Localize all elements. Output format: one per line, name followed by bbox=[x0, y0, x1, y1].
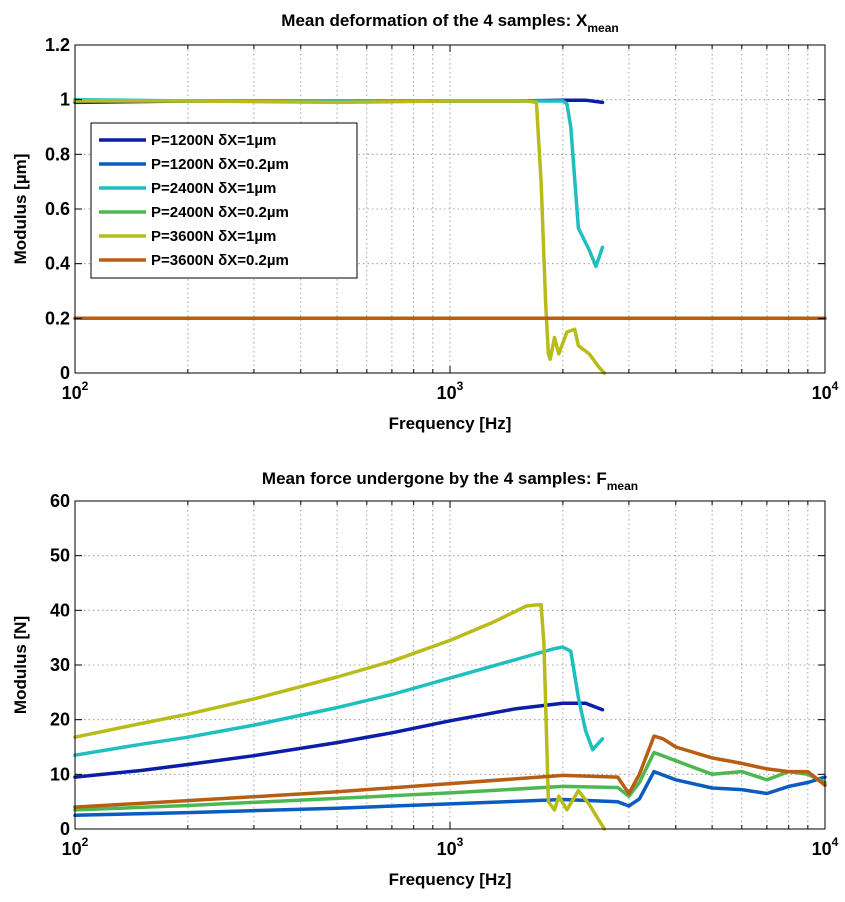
chart-title: Mean force undergone by the 4 samples: F… bbox=[262, 469, 638, 493]
y-tick-label: 0.6 bbox=[45, 199, 70, 219]
series-group bbox=[73, 603, 827, 831]
y-tick-label: 30 bbox=[50, 655, 70, 675]
y-tick-label: 1 bbox=[60, 90, 70, 110]
legend-label-1: P=1200N δX=1µm bbox=[151, 132, 276, 149]
legend-label-5: P=3600N δX=1µm bbox=[151, 228, 276, 245]
x-tick-label: 102 bbox=[62, 835, 89, 859]
y-axis-label: Modulus [N] bbox=[11, 616, 30, 714]
y-tick-label: 0.4 bbox=[45, 254, 70, 274]
series-line-5 bbox=[73, 99, 607, 375]
y-tick-label: 50 bbox=[50, 546, 70, 566]
x-tick-exponent: 4 bbox=[832, 379, 839, 393]
x-tick-exponent: 2 bbox=[82, 835, 89, 849]
series-line-3 bbox=[73, 645, 605, 757]
chart-title-subscript: mean bbox=[587, 21, 618, 35]
x-axis-label: Frequency [Hz] bbox=[389, 414, 512, 433]
y-tick-label: 40 bbox=[50, 600, 70, 620]
x-axis-label: Frequency [Hz] bbox=[389, 870, 512, 889]
chart-title: Mean deformation of the 4 samples: Xmean bbox=[281, 11, 618, 35]
legend: P=1200N δX=1µm P=1200N δX=0.2µm P=2400N δX… bbox=[90, 122, 358, 279]
series-line-1 bbox=[73, 701, 605, 779]
x-tick-base: 10 bbox=[437, 839, 457, 859]
y-tick-label: 0 bbox=[60, 363, 70, 383]
x-tick-label: 103 bbox=[437, 835, 464, 859]
x-tick-exponent: 3 bbox=[457, 835, 464, 849]
legend-box bbox=[90, 122, 358, 279]
x-tick-base: 10 bbox=[62, 383, 82, 403]
x-tick-label: 102 bbox=[62, 379, 89, 403]
x-tick-label: 104 bbox=[812, 379, 839, 403]
grid bbox=[75, 501, 825, 829]
y-tick-label: 10 bbox=[50, 764, 70, 784]
x-tick-label: 103 bbox=[437, 379, 464, 403]
x-tick-exponent: 2 bbox=[82, 379, 89, 393]
y-tick-label: 0 bbox=[60, 819, 70, 839]
legend-label-4: P=2400N δX=0.2µm bbox=[151, 204, 289, 221]
y-tick-label: 0.2 bbox=[45, 308, 70, 328]
y-tick-label: 1.2 bbox=[45, 35, 70, 55]
x-tick-exponent: 3 bbox=[457, 379, 464, 393]
x-tick-base: 10 bbox=[437, 383, 457, 403]
x-tick-base: 10 bbox=[812, 383, 832, 403]
x-tick-exponent: 4 bbox=[832, 835, 839, 849]
y-tick-label: 0.8 bbox=[45, 144, 70, 164]
legend-label-2: P=1200N δX=0.2µm bbox=[151, 156, 289, 173]
y-tick-label: 60 bbox=[50, 491, 70, 511]
legend-label-3: P=2400N δX=1µm bbox=[151, 180, 276, 197]
series-line-6 bbox=[73, 734, 827, 809]
legend-label-6: P=3600N δX=0.2µm bbox=[151, 252, 289, 269]
y-tick-label: 20 bbox=[50, 710, 70, 730]
y-axis-label: Modulus [µm] bbox=[11, 154, 30, 265]
x-tick-base: 10 bbox=[812, 839, 832, 859]
chart-title-main: Mean force undergone by the 4 samples: F bbox=[262, 469, 607, 488]
series-line-2 bbox=[73, 769, 827, 818]
series-line-4 bbox=[73, 750, 827, 812]
chart-title-main: Mean deformation of the 4 samples: X bbox=[281, 11, 588, 30]
series-group bbox=[73, 97, 827, 375]
series-line-5 bbox=[73, 603, 607, 831]
x-tick-label: 104 bbox=[812, 835, 839, 859]
chart-title-subscript: mean bbox=[607, 479, 638, 493]
x-tick-base: 10 bbox=[62, 839, 82, 859]
